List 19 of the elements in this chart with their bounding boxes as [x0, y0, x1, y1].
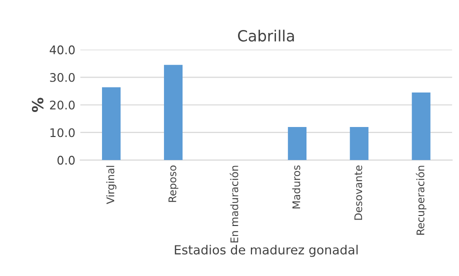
y-tick-label: 30.0 [50, 73, 75, 82]
x-tick-label: Reposo [168, 166, 178, 202]
y-axis-title: % [32, 98, 44, 112]
x-tick-label: Maduros [292, 165, 300, 208]
bar [350, 126, 368, 160]
y-tick-label: 20.0 [50, 100, 75, 110]
chart-title: Cabrilla [238, 30, 294, 42]
bar [102, 87, 121, 160]
x-axis-title: Estadios de madurez gonadal [174, 244, 358, 257]
bar [412, 92, 430, 160]
bar [288, 126, 306, 160]
y-tick-label: 0.0 [57, 156, 75, 165]
x-tick-label: Virginal [106, 166, 116, 204]
x-tick-label: Recuperación [416, 166, 426, 235]
bar [164, 64, 183, 160]
y-tick-label: 40.0 [50, 45, 75, 54]
y-tick-label: 10.0 [50, 128, 75, 138]
x-tick-label: En maduración [230, 166, 238, 242]
x-tick-label: Desovante [354, 165, 362, 220]
